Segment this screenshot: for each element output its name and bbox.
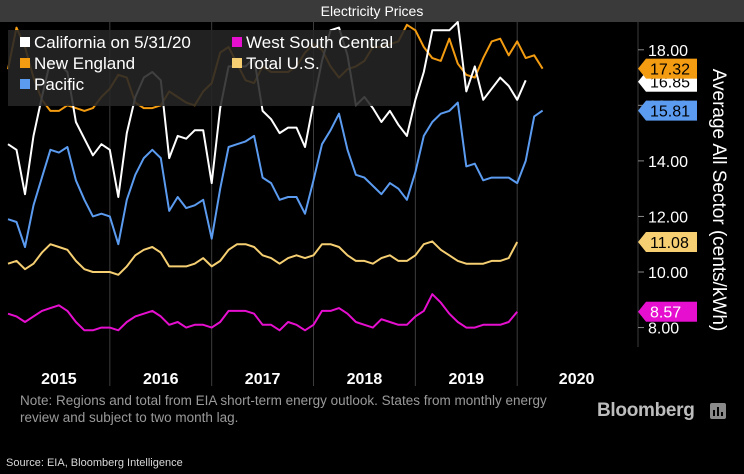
year-label-2020: 2020 bbox=[559, 371, 595, 388]
legend-swatch-2 bbox=[20, 79, 30, 89]
end-badge-pointer-3 bbox=[638, 301, 646, 322]
legend-swatch-4 bbox=[232, 58, 242, 68]
end-badge-pointer-2 bbox=[638, 100, 646, 121]
end-badge-box-1 bbox=[646, 58, 697, 79]
series-line-0 bbox=[7, 21, 527, 198]
chart-source: Source: EIA, Bloomberg Intelligence bbox=[6, 457, 183, 469]
series-line-3 bbox=[7, 293, 518, 332]
legend-label-0: California on 5/31/20 bbox=[34, 33, 191, 52]
end-badge-box-4 bbox=[646, 232, 697, 252]
year-label-2016: 2016 bbox=[143, 371, 179, 388]
legend-swatch-1 bbox=[20, 58, 30, 68]
legend-label-2: Pacific bbox=[34, 75, 85, 94]
end-badge-label-0: 16.85 bbox=[650, 75, 690, 92]
legend-background bbox=[8, 30, 411, 106]
series-line-2 bbox=[7, 101, 544, 248]
end-badge-box-2 bbox=[646, 100, 697, 121]
legend-label-3: West South Central bbox=[246, 33, 393, 52]
y-tick-label-0: 8.00 bbox=[648, 321, 679, 338]
legend: California on 5/31/20 West South Central N… bbox=[8, 30, 411, 106]
end-badge-label-1: 17.32 bbox=[650, 62, 690, 79]
end-badge-pointer-1 bbox=[638, 58, 646, 79]
title-bar bbox=[0, 0, 744, 22]
end-badge-label-4: 11.08 bbox=[650, 235, 689, 252]
end-badge-box-3 bbox=[646, 301, 697, 322]
year-label-2018: 2018 bbox=[347, 371, 383, 388]
bloomberg-bars-icon bbox=[710, 403, 726, 419]
y-tick-label-3: 14.00 bbox=[648, 154, 688, 171]
y-tick-label-5: 18.00 bbox=[648, 43, 688, 60]
y-tick-label-2: 12.00 bbox=[648, 209, 688, 226]
brand-wordmark: Bloomberg bbox=[597, 400, 695, 421]
end-badge-4: 11.08 bbox=[638, 232, 697, 252]
year-label-2019: 2019 bbox=[448, 371, 484, 388]
y-tick-label-1: 10.00 bbox=[648, 265, 688, 282]
end-badge-3: 8.57 bbox=[638, 301, 697, 322]
end-badge-pointer-0 bbox=[638, 71, 646, 92]
chart-title: Electricity Prices bbox=[320, 3, 424, 19]
end-badge-label-2: 15.81 bbox=[650, 104, 690, 121]
legend-swatch-3 bbox=[232, 37, 242, 47]
legend-swatch-0 bbox=[20, 37, 30, 47]
legend-label-1: New England bbox=[34, 54, 135, 73]
end-badge-2: 15.81 bbox=[638, 100, 697, 121]
end-badge-label-3: 8.57 bbox=[650, 305, 681, 322]
y-axis-label: Average All Sector (cents/kWh) bbox=[708, 69, 729, 332]
year-label-2015: 2015 bbox=[41, 371, 77, 388]
end-badge-1: 17.32 bbox=[638, 58, 697, 79]
legend-label-4: Total U.S. bbox=[246, 54, 320, 73]
chart-note: Note: Regions and total from EIA short-t… bbox=[20, 393, 547, 425]
end-badge-pointer-4 bbox=[638, 232, 646, 252]
year-label-2017: 2017 bbox=[245, 371, 281, 388]
series-line-4 bbox=[7, 240, 519, 276]
